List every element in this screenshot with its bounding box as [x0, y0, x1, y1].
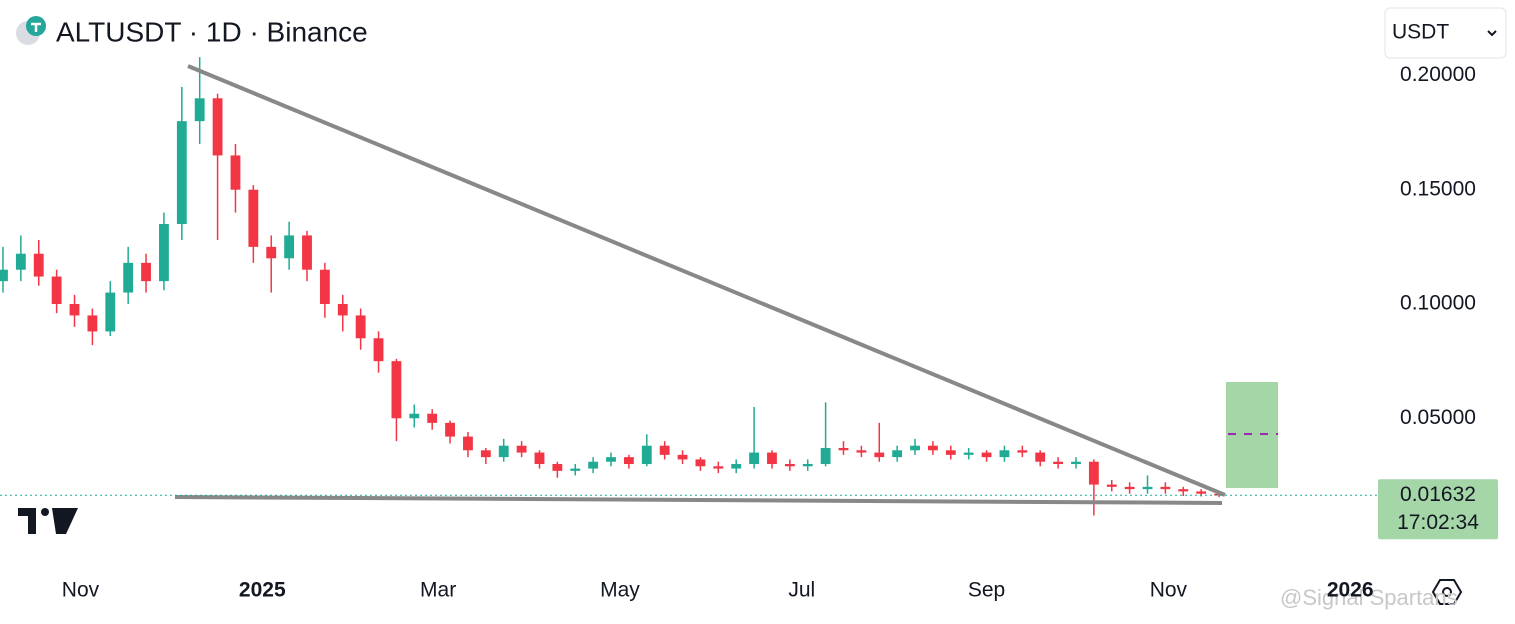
- candle-body: [892, 450, 903, 458]
- candle-body: [927, 445, 938, 451]
- y-tick-label: 0.20000: [1400, 63, 1476, 86]
- candle-body: [391, 361, 402, 419]
- candle-body: [33, 253, 44, 277]
- candle-body: [1178, 489, 1189, 492]
- candle-body: [999, 450, 1010, 458]
- x-tick-label: Nov: [1150, 579, 1188, 602]
- candle-body: [516, 445, 527, 453]
- countdown-label: 17:02:34: [1397, 511, 1479, 534]
- candle-body: [695, 459, 706, 467]
- candle-body: [945, 450, 956, 455]
- candle-body: [1160, 486, 1171, 490]
- y-tick-label: 0.10000: [1400, 292, 1476, 315]
- settings-icon[interactable]: [1431, 579, 1463, 605]
- x-tick-label: 2025: [239, 579, 286, 602]
- candle-body: [302, 235, 312, 270]
- candle-body: [0, 269, 8, 282]
- candle-body: [1196, 491, 1207, 494]
- candle-body: [588, 461, 599, 469]
- x-tick-label: Sep: [968, 579, 1005, 602]
- chart-title: ALTUSDT · 1D · Binance: [56, 16, 368, 47]
- candle-body: [659, 445, 670, 455]
- candle-body: [51, 276, 62, 304]
- x-tick-label: 2026: [1327, 579, 1374, 602]
- plot-area: [0, 57, 1224, 516]
- candle-body: [820, 448, 831, 464]
- candle-body: [319, 269, 330, 304]
- candle-body: [355, 315, 366, 339]
- candle-body: [1017, 450, 1028, 453]
- candle-body: [731, 464, 742, 469]
- candle-body: [373, 338, 384, 362]
- candle-body: [570, 468, 581, 471]
- y-tick-label: 0.15000: [1400, 177, 1476, 200]
- candle-body: [123, 262, 134, 293]
- candle-body: [427, 413, 438, 423]
- currency-select-label[interactable]: USDT: [1392, 21, 1449, 44]
- candle-body: [1142, 486, 1153, 490]
- candle-body: [713, 466, 724, 469]
- candle-body: [552, 464, 563, 471]
- tradingview-logo: [18, 508, 78, 534]
- candle-body: [284, 235, 295, 259]
- x-tick-label: Jul: [788, 579, 815, 602]
- candle-body: [910, 445, 920, 451]
- candle-body: [1071, 461, 1081, 464]
- candle-body: [1106, 484, 1117, 487]
- candle-body: [874, 452, 885, 458]
- exchange-logo: [16, 16, 46, 45]
- trendline-lower: [174, 495, 1223, 505]
- candle-body: [480, 450, 491, 458]
- candle-body: [194, 98, 205, 122]
- candle-body: [606, 457, 616, 462]
- candle-body: [838, 448, 849, 451]
- candle-body: [856, 450, 867, 453]
- candle-body: [784, 464, 795, 467]
- last-price-box: [1378, 479, 1498, 540]
- last-price-label: 0.01632: [1400, 483, 1476, 506]
- candle-body: [463, 436, 473, 451]
- candle-body: [69, 304, 80, 316]
- candle-body: [767, 452, 777, 464]
- currency-select[interactable]: USDT: [1384, 7, 1507, 59]
- candle-body: [677, 454, 688, 460]
- candle-body: [176, 121, 187, 224]
- candle-body: [1088, 461, 1099, 485]
- candle-body: [105, 292, 116, 332]
- candle-body: [623, 457, 634, 464]
- candle-body: [1053, 461, 1064, 464]
- candle-body: [981, 452, 992, 458]
- candle-body: [212, 98, 223, 156]
- candle-body: [641, 445, 652, 464]
- watermark: @Signal Spartans: [1280, 585, 1458, 610]
- candle-body: [141, 262, 151, 282]
- candle-body: [409, 413, 420, 419]
- x-tick-label: May: [600, 579, 640, 602]
- dropdown-arrow[interactable]: [1487, 30, 1497, 37]
- candle-body: [963, 452, 974, 455]
- candle-body: [749, 452, 759, 464]
- currency-select-box[interactable]: [1384, 7, 1507, 59]
- candle-body: [159, 224, 169, 282]
- x-tick-label: Mar: [420, 579, 456, 602]
- y-tick-label: 0.05000: [1400, 406, 1476, 429]
- candle-body: [15, 253, 26, 270]
- candle-body: [534, 452, 545, 464]
- candle-body: [266, 246, 277, 259]
- candle-body: [1124, 486, 1135, 490]
- candle-body: [337, 304, 348, 316]
- candle-body: [248, 189, 259, 247]
- x-tick-label: Nov: [62, 579, 100, 602]
- candle-body: [1035, 452, 1046, 462]
- candle-body: [802, 464, 813, 467]
- candle-body: [87, 315, 98, 332]
- trendline-upper: [187, 64, 1226, 497]
- candle-body: [230, 155, 241, 190]
- candle-body: [498, 445, 509, 458]
- candle-body: [445, 422, 455, 437]
